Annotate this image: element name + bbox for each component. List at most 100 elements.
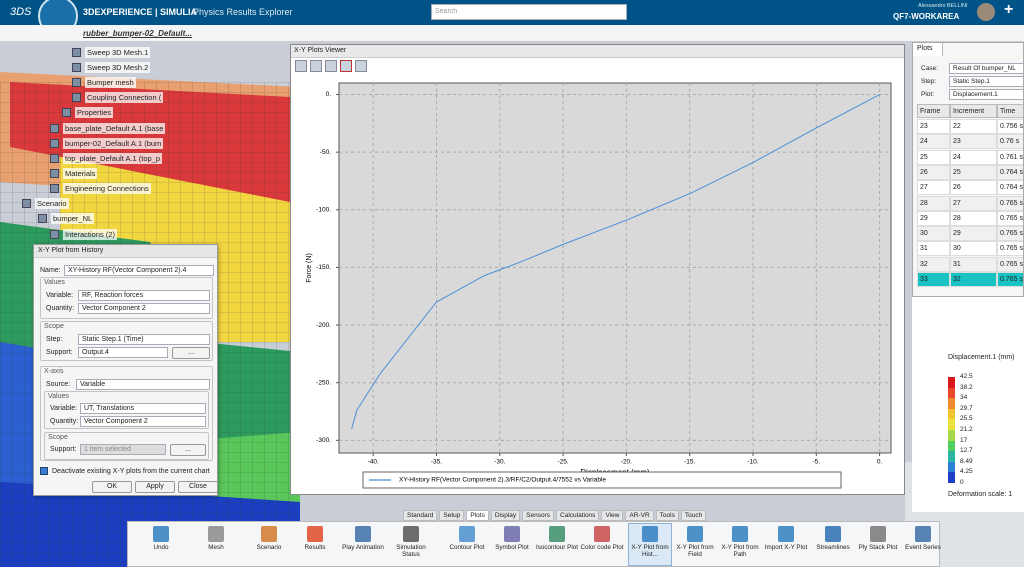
tree-icon[interactable] <box>50 139 59 148</box>
dropdown[interactable]: Variable <box>76 379 210 390</box>
dropdown[interactable]: RF, Reaction forces <box>78 290 210 301</box>
table-cell[interactable]: 27 <box>917 180 950 196</box>
toolbar-tab[interactable]: Display <box>490 510 521 521</box>
tree-icon[interactable] <box>50 169 59 178</box>
toolbar-button[interactable]: Symbol Plot <box>495 544 529 551</box>
dropdown[interactable]: Output.4 <box>78 347 168 358</box>
button-icon[interactable] <box>915 526 931 542</box>
tree-icon[interactable] <box>50 184 59 193</box>
toolbar-tab[interactable]: Touch <box>680 510 707 521</box>
tree-icon[interactable] <box>72 48 81 57</box>
dropdown[interactable]: UT, Translations <box>80 403 206 414</box>
toolbar-button[interactable]: Mesh <box>208 544 224 551</box>
tree-item[interactable]: Sweep 3D Mesh.2 <box>85 62 151 73</box>
button-icon[interactable] <box>825 526 841 542</box>
table-cell[interactable]: 0.765 s <box>997 241 1023 257</box>
table-cell[interactable]: 26 <box>917 164 950 180</box>
table-cell[interactable]: 29 <box>950 226 997 242</box>
dropdown[interactable]: XY-History RF(Vector Component 2).4 <box>64 265 214 276</box>
table-cell[interactable]: 28 <box>950 210 997 226</box>
tree-item[interactable]: Engineering Connections <box>63 183 151 194</box>
add-button[interactable]: + <box>1004 1 1014 18</box>
tree-item[interactable]: bumper-02_Default A.1 (bum <box>63 138 164 149</box>
table-cell[interactable]: 32 <box>917 256 950 272</box>
table-cell[interactable]: 0.765 s <box>997 226 1023 242</box>
workspace[interactable]: QF7-WORKAREA <box>893 12 960 21</box>
toolbar-tab[interactable]: Tools <box>655 510 679 521</box>
avatar[interactable] <box>977 3 995 21</box>
button-icon[interactable] <box>594 526 610 542</box>
table-cell[interactable]: 0.764 s <box>997 180 1023 196</box>
tree-item[interactable]: top_plate_Default A.1 (top_p <box>63 153 163 164</box>
dropdown[interactable]: Displacement.1 <box>949 89 1023 100</box>
toolbar-button[interactable]: Scenario <box>256 544 282 551</box>
dialog-button[interactable]: OK <box>92 481 132 493</box>
button-icon[interactable] <box>208 526 224 542</box>
button-icon[interactable] <box>549 526 565 542</box>
tree-icon[interactable] <box>50 124 59 133</box>
table-cell[interactable]: 33 <box>917 272 950 287</box>
toolbar-tab[interactable]: AR-VR <box>625 510 654 521</box>
toolbar-button[interactable]: Results <box>304 544 326 551</box>
browse-button[interactable]: ... <box>170 444 206 456</box>
table-cell[interactable]: 0.76 s <box>997 134 1023 150</box>
table-cell[interactable]: 30 <box>950 241 997 257</box>
search-box[interactable]: Search <box>431 4 627 20</box>
dropdown[interactable]: Result Of bumper_NL <box>949 63 1023 74</box>
tool-icon[interactable] <box>325 60 337 72</box>
tree-icon[interactable] <box>50 154 59 163</box>
table-cell[interactable]: 23 <box>917 119 950 134</box>
tool-icon[interactable] <box>295 60 307 72</box>
toolbar-tab[interactable]: Calculations <box>556 510 600 521</box>
toolbar-tab[interactable]: Standard <box>403 510 438 521</box>
table-cell[interactable]: 31 <box>950 256 997 272</box>
dropdown[interactable]: 1 item selected <box>80 444 166 455</box>
toolbar-button[interactable]: X-Y Plot from Field <box>676 544 714 558</box>
tree-item[interactable]: bumper_NL <box>51 213 95 224</box>
button-icon[interactable] <box>403 526 419 542</box>
dropdown[interactable]: Vector Component 2 <box>80 416 206 427</box>
toolbar-tab[interactable]: Plots <box>466 510 489 521</box>
tool-icon[interactable] <box>355 60 367 72</box>
tree-item[interactable]: Materials <box>63 168 98 179</box>
button-icon[interactable] <box>261 526 277 542</box>
toolbar-button[interactable]: Isocontour Plot <box>535 544 578 551</box>
table-cell[interactable]: 0.756 s <box>997 119 1023 134</box>
table-cell[interactable]: 24 <box>917 134 950 150</box>
tree-icon[interactable] <box>72 63 81 72</box>
button-icon[interactable] <box>504 526 520 542</box>
toolbar-button[interactable]: Event Series <box>905 544 941 551</box>
button-icon[interactable] <box>778 526 794 542</box>
button-icon[interactable] <box>153 526 169 542</box>
toolbar-tab[interactable]: View <box>601 510 624 521</box>
button-icon[interactable] <box>459 526 475 542</box>
toolbar-button[interactable]: Contour Plot <box>449 544 485 551</box>
button-icon[interactable] <box>687 526 703 542</box>
tree-item[interactable]: Bumper mesh <box>85 77 136 88</box>
button-icon[interactable] <box>307 526 323 542</box>
browse-button[interactable]: ... <box>172 347 210 359</box>
tree-icon[interactable] <box>50 230 59 239</box>
tree-item[interactable]: Properties <box>75 107 114 118</box>
table-cell[interactable]: 24 <box>950 149 997 165</box>
tree-icon[interactable] <box>72 78 81 87</box>
dropdown[interactable]: Vector Component 2 <box>78 303 210 314</box>
tree-item[interactable]: Scenario <box>35 198 69 209</box>
toolbar-tab[interactable]: Setup <box>439 510 465 521</box>
table-cell[interactable]: 22 <box>950 119 997 134</box>
tool-icon[interactable] <box>310 60 322 72</box>
table-cell[interactable]: 0.765 s <box>997 272 1023 287</box>
table-cell[interactable]: 0.765 s <box>997 256 1023 272</box>
toolbar-button[interactable]: Simulation Status <box>396 544 426 558</box>
table-cell[interactable]: 27 <box>950 195 997 211</box>
toolbar-button[interactable]: X-Y Plot from Path <box>721 544 759 558</box>
dropdown[interactable]: Static Step.1 <box>949 76 1023 87</box>
dialog-button[interactable]: Close <box>178 481 218 493</box>
table-cell[interactable]: 25 <box>917 149 950 165</box>
table-cell[interactable]: 23 <box>950 134 997 150</box>
table-cell[interactable]: 0.765 s <box>997 210 1023 226</box>
tree-icon[interactable] <box>72 93 81 102</box>
table-cell[interactable]: 32 <box>950 272 997 287</box>
tree-icon[interactable] <box>22 199 31 208</box>
tree-item[interactable]: Sweep 3D Mesh.1 <box>85 47 151 58</box>
